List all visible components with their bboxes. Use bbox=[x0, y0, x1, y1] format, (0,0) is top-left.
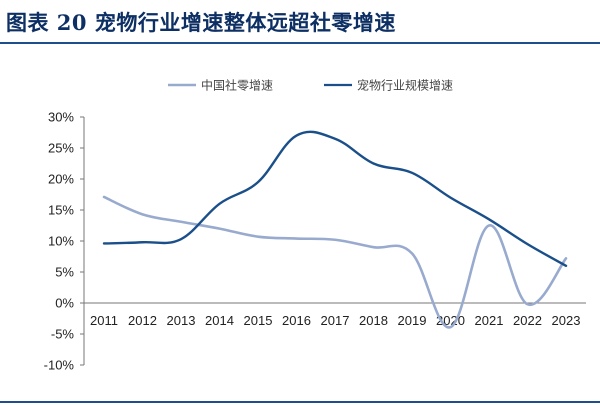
x-tick-label: 2019 bbox=[398, 313, 427, 328]
x-tick-label: 2021 bbox=[475, 313, 504, 328]
x-tick-label: 2022 bbox=[513, 313, 542, 328]
series-pet-industry-growth bbox=[102, 130, 568, 267]
title-rule bbox=[0, 42, 600, 44]
figure-title: 图表 20 宠物行业增速整体远超社零增速 bbox=[6, 10, 396, 35]
x-tick-label: 2015 bbox=[244, 313, 273, 328]
y-tick-label: -10% bbox=[44, 358, 75, 373]
legend: 中国社零增速 宠物行业规模增速 bbox=[168, 78, 453, 93]
x-tick-label: 2013 bbox=[167, 313, 196, 328]
y-tick-label: 10% bbox=[48, 234, 74, 249]
x-tick-label: 2018 bbox=[359, 313, 388, 328]
x-tick-label: 2011 bbox=[90, 313, 118, 328]
y-tick-label: 20% bbox=[48, 172, 74, 187]
legend-label: 宠物行业规模增速 bbox=[357, 78, 453, 93]
series-layer bbox=[102, 130, 568, 329]
x-tick-label: 2017 bbox=[321, 313, 350, 328]
y-tick-label: 25% bbox=[48, 141, 74, 156]
y-tick-label: 0% bbox=[55, 296, 74, 311]
y-tick-label: 30% bbox=[48, 110, 74, 125]
y-tick-label: -5% bbox=[51, 327, 75, 342]
series-retail-growth bbox=[102, 195, 568, 329]
legend-item: 宠物行业规模增速 bbox=[324, 78, 453, 93]
series-line bbox=[102, 195, 568, 329]
legend-item: 中国社零增速 bbox=[168, 78, 273, 93]
series-line bbox=[102, 130, 568, 267]
legend-label: 中国社零增速 bbox=[201, 78, 273, 93]
bottom-rule bbox=[0, 401, 600, 403]
y-tick-label: 15% bbox=[48, 203, 74, 218]
x-axis: 2011 2012 2013 2014 2015 2016 2017 2018 2019 2020… bbox=[84, 302, 586, 328]
x-tick-label: 2016 bbox=[282, 313, 311, 328]
y-axis: -10% -5% 0% 5% 10% 15% 20% 25% 30% bbox=[44, 110, 85, 373]
y-tick-label: 5% bbox=[55, 265, 74, 280]
x-tick-label: 2014 bbox=[205, 313, 234, 328]
x-tick-label: 2012 bbox=[128, 313, 157, 328]
x-tick-label: 2023 bbox=[552, 313, 581, 328]
